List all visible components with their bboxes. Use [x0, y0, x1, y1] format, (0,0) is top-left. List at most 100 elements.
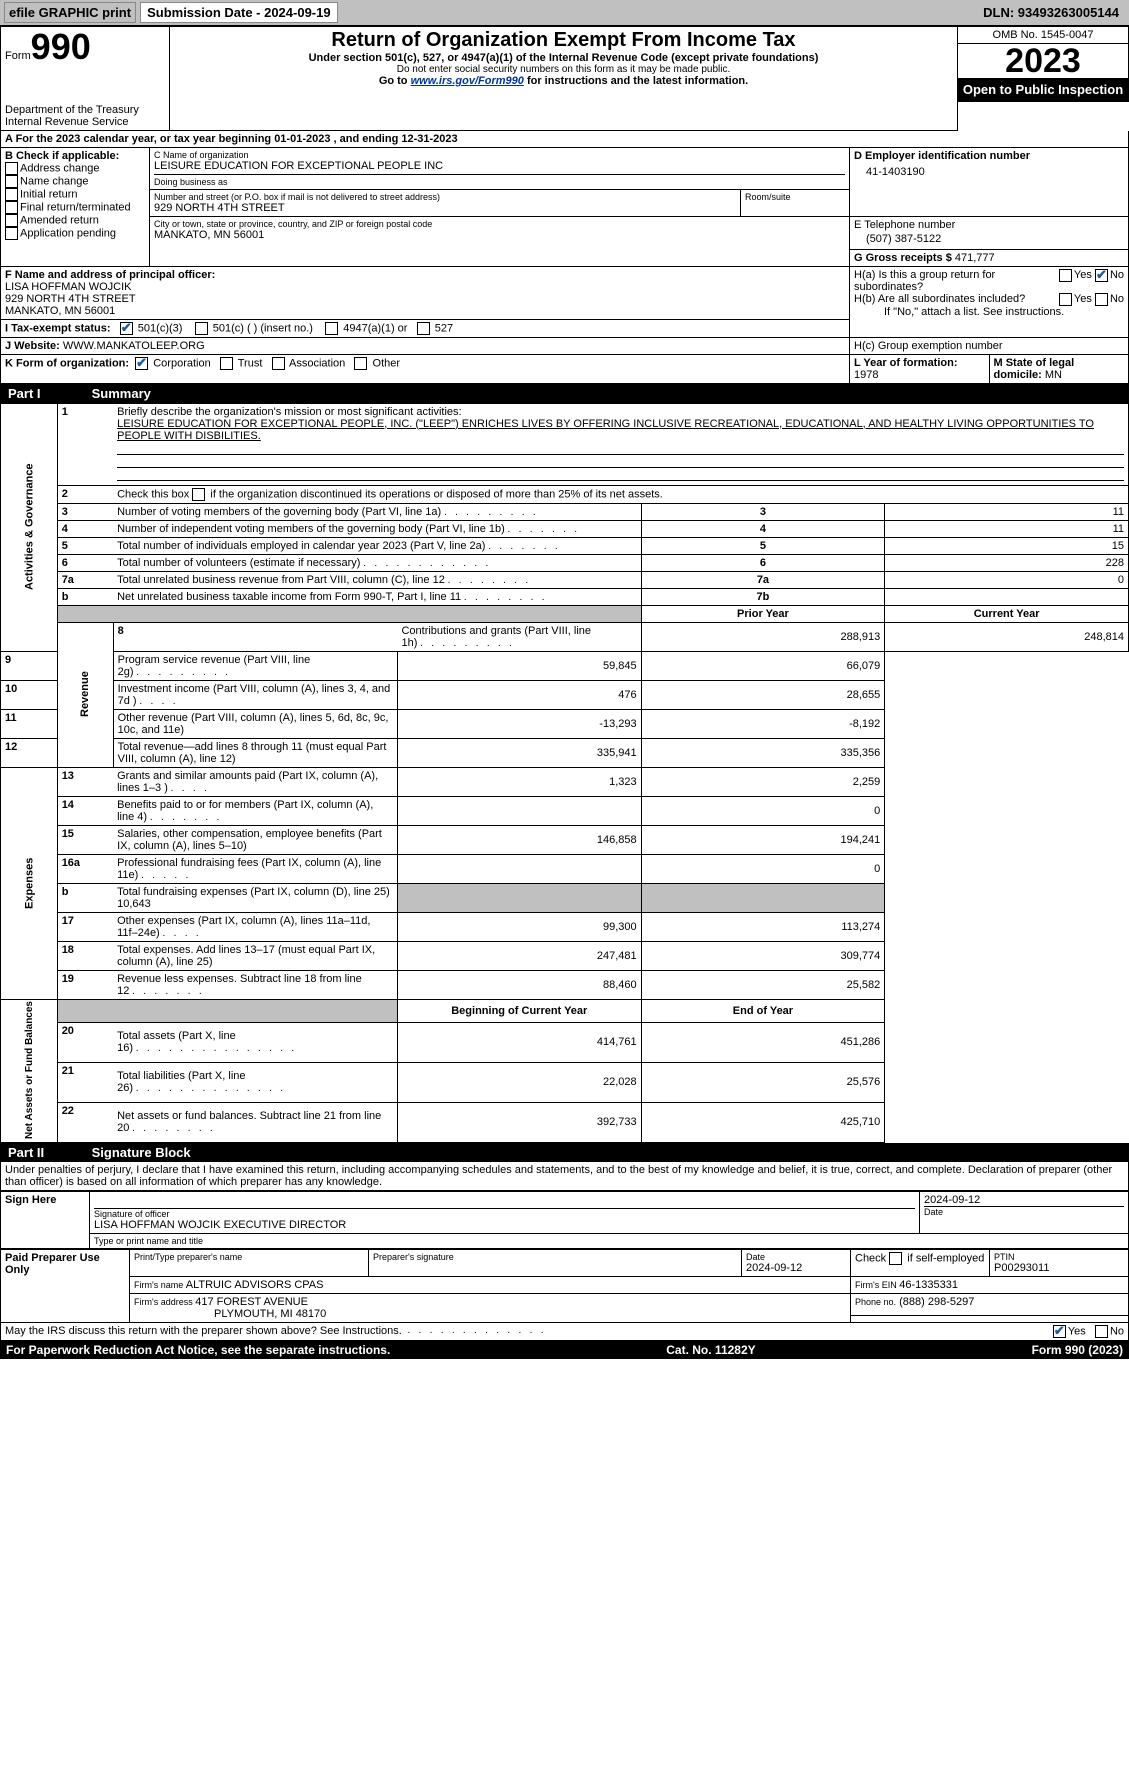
tax-year: 2023 — [958, 44, 1128, 78]
cb-trust[interactable] — [220, 357, 233, 370]
cb-other[interactable] — [354, 357, 367, 370]
cb-ha-yes[interactable] — [1059, 269, 1072, 282]
phone-value: (888) 298-5297 — [899, 1296, 974, 1308]
ptin-label: PTIN — [994, 1252, 1124, 1262]
telephone-value: (507) 387-5122 — [854, 231, 1124, 247]
cb-corp[interactable] — [135, 357, 148, 370]
ln14: 14 — [57, 796, 113, 825]
cy21: 25,576 — [641, 1062, 885, 1102]
section-hb-note: If "No," attach a list. See instructions… — [854, 306, 1124, 318]
opt-final-return: Final return/terminated — [20, 201, 131, 213]
py13: 1,323 — [397, 767, 641, 796]
cb-line2[interactable] — [192, 488, 205, 501]
ln5: 5 — [57, 537, 113, 554]
cb-527[interactable] — [417, 322, 430, 335]
form-title: Return of Organization Exempt From Incom… — [174, 29, 953, 52]
ln15: 15 — [57, 825, 113, 854]
section-hc: H(c) Group exemption number — [854, 340, 1003, 352]
officer-city: MANKATO, MN 56001 — [5, 305, 845, 317]
section-c-name-label: C Name of organization — [154, 150, 845, 160]
sign-here-table: Sign Here Signature of officer LISA HOFF… — [0, 1191, 1129, 1249]
sig-officer-name: LISA HOFFMAN WOJCIK EXECUTIVE DIRECTOR — [94, 1219, 915, 1231]
cb-amended-return[interactable] — [5, 214, 18, 227]
open-public-badge: Open to Public Inspection — [958, 78, 1128, 101]
cb-initial-return[interactable] — [5, 188, 18, 201]
cb-name-change[interactable] — [5, 175, 18, 188]
form-990-page: efile GRAPHIC print Submission Date - 20… — [0, 0, 1129, 1359]
cb-address-change[interactable] — [5, 162, 18, 175]
cb-self-employed[interactable] — [889, 1252, 902, 1265]
cb-discuss-yes[interactable] — [1053, 1325, 1066, 1338]
cy19: 25,582 — [641, 970, 885, 999]
val5: 15 — [885, 537, 1129, 554]
firm-ein-label: Firm's EIN — [855, 1280, 899, 1290]
discuss-text: May the IRS discuss this return with the… — [5, 1325, 402, 1338]
section-k-label: K Form of organization: — [5, 357, 129, 369]
cy22: 425,710 — [641, 1102, 885, 1142]
cy9: 66,079 — [641, 651, 885, 680]
py8: 288,913 — [641, 622, 885, 651]
section-c-street-label: Number and street (or P.O. box if mail i… — [154, 192, 736, 202]
section-c-room-label: Room/suite — [745, 192, 845, 202]
part1-title: Summary — [92, 386, 151, 401]
form-subtitle: Under section 501(c), 527, or 4947(a)(1)… — [174, 52, 953, 64]
cy17: 113,274 — [641, 912, 885, 941]
officer-street: 929 NORTH 4TH STREET — [5, 293, 845, 305]
desc15: Salaries, other compensation, employee b… — [117, 828, 382, 852]
ln10: 10 — [1, 680, 58, 709]
py17: 99,300 — [397, 912, 641, 941]
desc17: Other expenses (Part IX, column (A), lin… — [117, 915, 370, 939]
boy-header: Beginning of Current Year — [397, 999, 641, 1022]
part1-header: Part I Summary — [0, 384, 1129, 403]
ln19: 19 — [57, 970, 113, 999]
part1-summary-table: Activities & Governance 1 Briefly descri… — [0, 403, 1129, 1143]
cb-final-return[interactable] — [5, 201, 18, 214]
phone-label: Phone no. — [855, 1297, 896, 1307]
desc16b: Total fundraising expenses (Part IX, col… — [117, 886, 390, 910]
part2-label: Part II — [8, 1145, 88, 1160]
firm-name: ALTRUIC ADVISORS CPAS — [186, 1279, 324, 1291]
ln9: 9 — [1, 651, 58, 680]
cb-501c[interactable] — [195, 322, 208, 335]
cy12: 335,356 — [641, 738, 885, 767]
cb-assoc[interactable] — [272, 357, 285, 370]
desc3: Number of voting members of the governin… — [117, 506, 441, 518]
cb-application-pending[interactable] — [5, 227, 18, 240]
cb-hb-yes[interactable] — [1059, 293, 1072, 306]
py9: 59,845 — [397, 651, 641, 680]
section-ha: H(a) Is this a group return for subordin… — [854, 269, 1059, 293]
ein-value: 41-1403190 — [854, 162, 1124, 182]
firm-addr-label: Firm's address — [134, 1297, 195, 1307]
prep-date-label: Date — [746, 1252, 846, 1262]
section-expenses: Expenses — [1, 767, 58, 999]
py11: -13,293 — [397, 709, 641, 738]
ln16b: b — [57, 883, 113, 912]
val7b — [885, 588, 1129, 605]
cb-hb-no[interactable] — [1095, 293, 1108, 306]
efile-label[interactable]: efile GRAPHIC print — [4, 2, 136, 23]
cb-501c3[interactable] — [120, 322, 133, 335]
box7b: 7b — [641, 588, 885, 605]
cb-discuss-no[interactable] — [1095, 1325, 1108, 1338]
ln13: 13 — [57, 767, 113, 796]
year-formation: 1978 — [854, 369, 878, 381]
prep-check-pre: Check — [855, 1252, 889, 1264]
prior-year-header: Prior Year — [641, 605, 885, 622]
desc7b: Net unrelated business taxable income fr… — [117, 591, 461, 603]
section-i-label: I Tax-exempt status: — [5, 322, 111, 334]
ln8: 8 — [113, 622, 397, 651]
section-c-dba-label: Doing business as — [154, 177, 845, 187]
cy16b — [641, 883, 885, 912]
cb-ha-no[interactable] — [1095, 269, 1108, 282]
ln22: 22 — [57, 1102, 113, 1142]
desc18: Total expenses. Add lines 13–17 (must eq… — [117, 944, 375, 968]
sig-date: 2024-09-12 — [924, 1194, 1124, 1207]
opt-address-change: Address change — [20, 162, 100, 174]
part2-header: Part II Signature Block — [0, 1143, 1129, 1162]
form-warning: Do not enter social security numbers on … — [174, 64, 953, 75]
sig-date-label: Date — [924, 1207, 1124, 1217]
cb-4947[interactable] — [325, 322, 338, 335]
state-domicile: MN — [1045, 369, 1062, 381]
firm-addr2: PLYMOUTH, MI 48170 — [134, 1308, 326, 1320]
irs-link[interactable]: www.irs.gov/Form990 — [411, 75, 524, 87]
